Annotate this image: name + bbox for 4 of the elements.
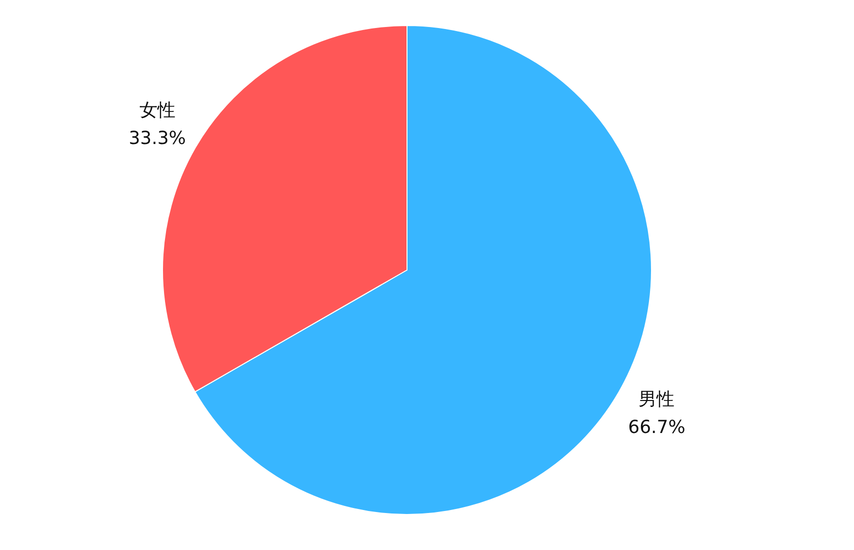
data-label: 66.7% xyxy=(628,417,686,438)
slice-label: 女性 xyxy=(139,100,176,122)
slice-label: 男性 xyxy=(638,389,675,410)
data-label: 33.3% xyxy=(128,128,186,150)
